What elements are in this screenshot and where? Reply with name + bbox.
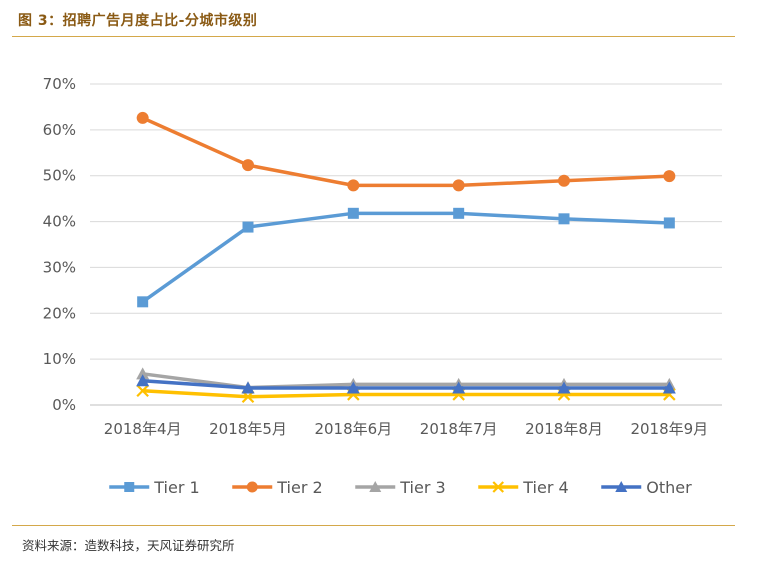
- data-point: [663, 170, 676, 183]
- x-tick-label: 2018年9月: [630, 420, 708, 438]
- data-point: [124, 482, 135, 492]
- y-axis: 0% 10% 20% 30% 40% 50% 60% 70%: [43, 75, 76, 414]
- data-point: [136, 111, 149, 124]
- series-line: [140, 389, 672, 399]
- y-tick-label: 50%: [43, 167, 76, 185]
- x-tick-label: 2018年6月: [314, 420, 392, 438]
- data-point: [136, 374, 150, 387]
- y-tick-label: 20%: [43, 304, 76, 322]
- data-point: [347, 179, 360, 192]
- legend-label: Tier 4: [522, 478, 568, 497]
- series-other: [136, 374, 676, 394]
- legend-label: Tier 2: [276, 478, 322, 497]
- data-point: [369, 481, 382, 492]
- data-point: [242, 159, 254, 172]
- data-point: [137, 296, 149, 308]
- data-point: [558, 213, 570, 225]
- y-tick-label: 60%: [43, 121, 76, 139]
- data-point: [241, 381, 255, 394]
- data-point: [452, 381, 466, 394]
- series-tier-2: [136, 111, 676, 192]
- data-point: [346, 381, 360, 394]
- top-divider: [12, 36, 735, 37]
- x-tick-label: 2018年4月: [104, 420, 182, 438]
- x-tick-label: 2018年5月: [209, 420, 287, 438]
- legend-item: Tier 1: [109, 478, 200, 497]
- data-point: [663, 217, 675, 229]
- y-tick-label: 70%: [43, 75, 76, 93]
- data-point: [492, 481, 505, 493]
- legend-label: Tier 1: [153, 478, 199, 497]
- legend: Tier 1 Tier 2 Tier 3 Tier 4 Other: [109, 478, 692, 497]
- data-point: [453, 207, 465, 219]
- legend-item: Tier 4: [478, 478, 569, 497]
- data-point: [452, 179, 465, 192]
- y-tick-label: 0%: [52, 396, 76, 414]
- y-tick-label: 30%: [43, 258, 76, 276]
- legend-item: Tier 3: [355, 478, 446, 497]
- data-point: [136, 384, 149, 398]
- series-line: [140, 116, 672, 188]
- source-note: 资料来源：造数科技，天风证券研究所: [22, 538, 235, 553]
- series-line: [140, 378, 672, 390]
- legend-item: Other: [601, 478, 692, 497]
- x-axis: 2018年4月 2018年5月 2018年6月 2018年7月 2018年8月 2018年…: [104, 420, 708, 438]
- x-tick-label: 2018年7月: [420, 420, 498, 438]
- bottom-divider: [12, 525, 735, 526]
- data-point: [246, 481, 258, 493]
- data-point: [557, 381, 571, 394]
- data-point: [136, 367, 150, 380]
- data-point: [558, 174, 570, 187]
- data-point: [347, 207, 359, 219]
- data-point: [615, 481, 628, 492]
- data-point: [242, 221, 254, 233]
- x-tick-label: 2018年8月: [525, 420, 603, 438]
- y-tick-label: 40%: [43, 213, 76, 231]
- line-chart: 0%10%20%30%40%50%60%70% 2018年4月 2018年5月 20…: [43, 75, 722, 497]
- grid-lines: [90, 83, 722, 406]
- series-line: [140, 211, 672, 304]
- legend-item: Tier 2: [232, 478, 323, 497]
- data-point: [662, 381, 676, 394]
- y-tick-label: 10%: [43, 350, 76, 368]
- legend-label: Tier 3: [399, 478, 445, 497]
- series-group: [136, 111, 676, 404]
- legend-label: Other: [646, 478, 692, 497]
- figure-title: 图 3：招聘广告月度占比-分城市级别: [18, 13, 258, 29]
- series-tier-1: [137, 207, 675, 308]
